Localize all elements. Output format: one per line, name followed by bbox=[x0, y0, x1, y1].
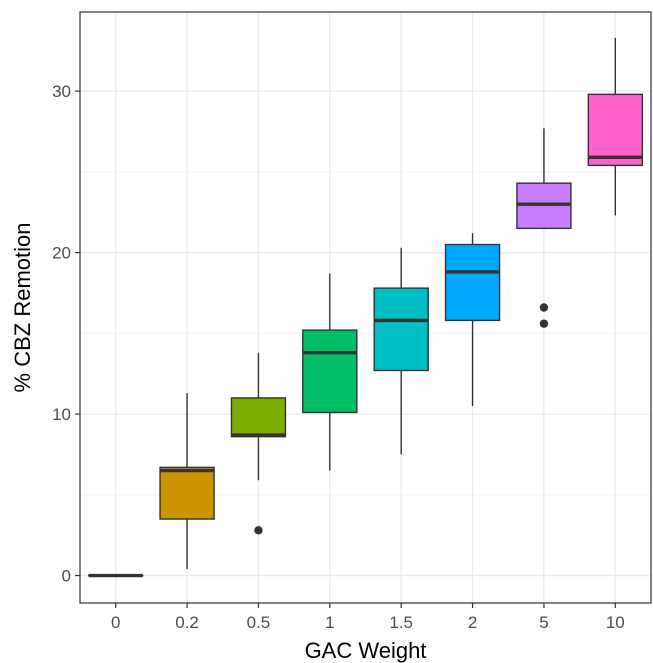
x-tick-label: 1.5 bbox=[389, 613, 413, 632]
iqr-box bbox=[587, 93, 644, 167]
iqr-box bbox=[444, 243, 501, 322]
iqr-box bbox=[302, 329, 358, 414]
x-tick-label: 0.2 bbox=[175, 613, 199, 632]
axes: 0 10 20 30 0 0.2 0.5 1 1.5 2 5 10 bbox=[52, 82, 625, 632]
y-tick-label: 10 bbox=[52, 405, 71, 424]
y-axis-title: % CBZ Remotion bbox=[10, 223, 35, 393]
x-tick-label: 2 bbox=[468, 613, 477, 632]
box-1 bbox=[302, 273, 358, 471]
outlier-point bbox=[539, 319, 549, 328]
y-tick-label: 20 bbox=[52, 244, 71, 263]
boxes bbox=[87, 37, 644, 578]
box-0.5 bbox=[230, 352, 287, 535]
iqr-box bbox=[159, 466, 215, 520]
x-tick-label: 0.5 bbox=[247, 613, 271, 632]
iqr-box bbox=[373, 287, 429, 372]
box-10 bbox=[587, 37, 644, 216]
plot-panel-border bbox=[79, 11, 652, 604]
x-tick-label: 5 bbox=[539, 613, 548, 632]
y-tick-label: 0 bbox=[62, 567, 71, 586]
x-tick-label: 0 bbox=[111, 613, 120, 632]
y-tick-label: 30 bbox=[52, 82, 71, 101]
x-tick-label: 10 bbox=[606, 613, 625, 632]
x-axis-title: GAC Weight bbox=[305, 638, 427, 663]
box-2 bbox=[444, 233, 501, 406]
outlier-point bbox=[254, 526, 263, 535]
outlier-point bbox=[539, 303, 549, 312]
iqr-box bbox=[230, 397, 287, 438]
box-1.5 bbox=[373, 247, 429, 455]
x-tick-label: 1 bbox=[325, 613, 334, 632]
box-5 bbox=[516, 128, 572, 328]
box-0.2 bbox=[159, 393, 215, 570]
